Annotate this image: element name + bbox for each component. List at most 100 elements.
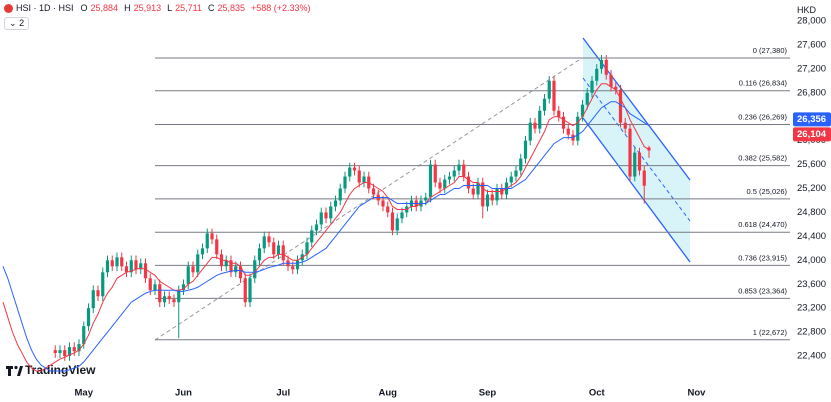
currency: HKD (797, 5, 817, 15)
candle-body (162, 296, 167, 303)
candle-body (63, 350, 67, 357)
candle-body (452, 170, 456, 177)
candle-body (196, 254, 200, 273)
candle-body (167, 296, 171, 300)
candle-body (148, 278, 152, 291)
candle-body (428, 164, 433, 198)
candle-body (105, 260, 110, 273)
fib-label: 0.618 (24,470) (738, 220, 787, 229)
ohlc-key: L (167, 3, 173, 13)
candle-body (314, 224, 319, 231)
price-label: 26,356 (797, 114, 826, 125)
candle-body (642, 170, 646, 186)
candle-body (576, 116, 580, 141)
candle-body (210, 233, 214, 240)
candle-body (172, 299, 176, 303)
candle-body (381, 200, 385, 207)
ohlc-value: 25,711 (175, 3, 202, 13)
candle-body (595, 68, 599, 81)
candle-body (547, 80, 551, 99)
fib-label: 0.382 (25,582) (738, 154, 787, 163)
candle-body (542, 98, 547, 111)
candle-body (623, 122, 627, 129)
candle-body (158, 284, 162, 303)
candle-body (186, 266, 190, 285)
candle-body (599, 59, 604, 69)
moving-average (2, 101, 650, 372)
candle-body (509, 176, 513, 183)
fib-label: 0.736 (23,915) (738, 253, 787, 262)
fib-label: 0.853 (23,364) (738, 286, 787, 295)
candle-body (224, 260, 228, 267)
ohlc-value: 25,835 (217, 3, 245, 13)
candle-body (267, 236, 271, 243)
y-tick-label: 22,800 (797, 327, 826, 338)
indicator-count: 2 (19, 18, 25, 28)
candle-body (481, 182, 485, 207)
candle-body (476, 182, 480, 195)
candle-body (552, 80, 556, 111)
candle-body (329, 206, 333, 219)
candle-body (333, 200, 338, 207)
candle-body (352, 167, 357, 171)
candle-body (557, 110, 561, 117)
candle-body (86, 308, 91, 327)
candle-body (253, 260, 257, 279)
candle-body (604, 59, 608, 75)
candle-body (395, 218, 399, 231)
x-tick-label: Sep (479, 388, 497, 399)
candle-body (272, 242, 276, 255)
candle-body (77, 344, 81, 352)
candle-body (338, 188, 342, 201)
candle-body (628, 128, 632, 177)
y-tick-label: 28,000 (797, 15, 826, 26)
candle-body (514, 170, 518, 177)
candle-body (533, 122, 537, 129)
candle-body (139, 263, 143, 270)
candle-body (191, 266, 195, 273)
ohlc-key: O (80, 3, 88, 13)
y-tick-label: 26,800 (797, 87, 826, 98)
candle-body (58, 350, 62, 354)
logo-mark (14, 365, 18, 370)
indicator-toggle[interactable]: ⌄ 2 (4, 17, 30, 30)
candle-body (67, 347, 72, 357)
candle-body (262, 236, 266, 249)
candle-body (590, 80, 594, 93)
candle-body (618, 89, 623, 123)
candle-body (457, 164, 461, 171)
candle-body (424, 197, 428, 201)
candle-body (91, 290, 95, 309)
change: +588 (+2.33%) (251, 3, 311, 13)
candle-body (101, 272, 105, 297)
price-label-box (793, 127, 831, 142)
candle-body (177, 290, 181, 303)
candle-body (538, 110, 542, 129)
candle-body (433, 164, 437, 183)
fib-label: 0 (27,380) (753, 46, 788, 55)
channel-fill (583, 38, 690, 262)
candle-body (519, 158, 523, 171)
candle-body (291, 266, 295, 270)
candle-body (566, 128, 570, 135)
price-label-box (793, 112, 831, 127)
candle-body (462, 164, 466, 177)
candle-body (585, 92, 589, 105)
candle-body (609, 74, 613, 87)
ohlc-key: H (124, 3, 131, 13)
candle-body (443, 179, 447, 189)
candle-body (614, 86, 618, 90)
symbol-icon (4, 3, 13, 13)
candle-body (205, 233, 209, 249)
ohlc-value: 25,913 (133, 3, 162, 13)
candle-body (134, 260, 138, 270)
legend-header: HSI · 1D · HSI O 25,884 H 25,913 L 25,711 C… (4, 3, 314, 13)
ohlc-value: 25,884 (90, 3, 119, 13)
symbol: HSI · 1D · HSI (16, 3, 74, 13)
candle-body (129, 260, 133, 273)
candle-body (400, 212, 404, 219)
candle-body (243, 278, 247, 303)
candle-body (200, 248, 205, 255)
candle-body (485, 194, 490, 207)
